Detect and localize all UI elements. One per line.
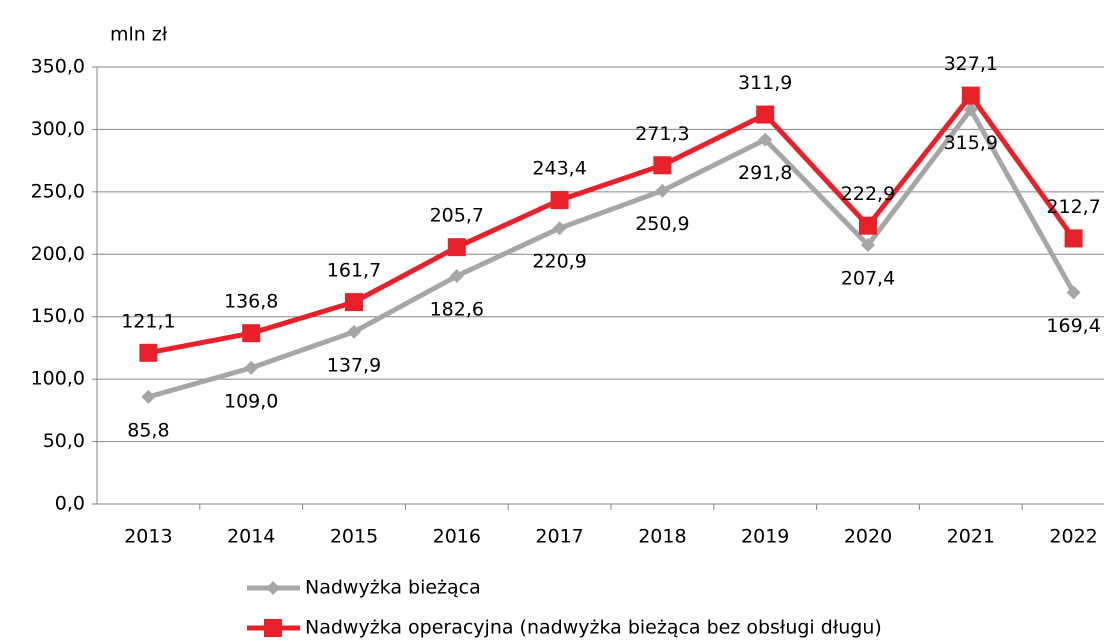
data-label: 205,7 <box>430 205 484 227</box>
data-label: 220,9 <box>532 251 586 273</box>
marker <box>961 86 980 105</box>
marker <box>345 293 363 312</box>
series-line <box>147 93 1076 356</box>
marker <box>1066 285 1081 300</box>
marker <box>244 360 259 375</box>
marker <box>756 105 775 124</box>
marker <box>963 102 978 117</box>
x-tick-label: 2020 <box>844 526 892 548</box>
data-label: 243,4 <box>532 158 586 180</box>
x-tick-label: 2014 <box>227 526 275 548</box>
x-tick-label: 2015 <box>330 526 378 548</box>
marker <box>139 343 158 362</box>
x-tick-label: 2019 <box>741 526 789 548</box>
legend-marker <box>266 581 280 595</box>
x-tick-label: 2018 <box>638 526 686 548</box>
y-tick-label: 150,0 <box>31 305 85 327</box>
data-label: 212,7 <box>1046 196 1100 218</box>
x-tick-label: 2016 <box>433 526 481 548</box>
y-tick-label: 300,0 <box>31 118 85 140</box>
x-tick-label: 2013 <box>124 526 172 548</box>
x-tick-label: 2021 <box>947 526 995 548</box>
marker <box>1064 229 1083 248</box>
legend-label: Nadwyżka operacyjna (nadwyżka bieżąca be… <box>305 617 882 639</box>
data-label: 207,4 <box>841 268 895 290</box>
legend-label: Nadwyżka bieżąca <box>305 577 481 599</box>
data-label: 311,9 <box>738 72 792 94</box>
marker <box>552 221 567 236</box>
data-label: 182,6 <box>430 299 484 321</box>
data-label: 222,9 <box>841 183 895 205</box>
marker <box>242 324 261 343</box>
data-label: 109,0 <box>224 390 278 412</box>
marker <box>141 389 156 404</box>
y-axis-label: mln zł <box>110 24 168 46</box>
marker <box>653 156 672 175</box>
x-tick-label: 2022 <box>1049 526 1097 548</box>
marker <box>758 132 773 147</box>
data-label: 161,7 <box>327 260 381 282</box>
series-line <box>147 107 1076 400</box>
marker <box>449 269 464 284</box>
x-tick-label: 2017 <box>535 526 583 548</box>
data-label: 169,4 <box>1046 315 1100 337</box>
data-label: 271,3 <box>635 123 689 145</box>
marker <box>861 238 875 253</box>
y-tick-label: 350,0 <box>31 56 85 78</box>
marker <box>859 216 877 235</box>
legend-marker <box>264 619 282 637</box>
marker <box>447 238 466 257</box>
data-label: 315,9 <box>944 132 998 154</box>
y-tick-label: 50,0 <box>43 430 85 452</box>
marker <box>550 191 569 210</box>
y-tick-label: 0,0 <box>55 493 85 515</box>
marker <box>347 324 361 339</box>
data-label: 121,1 <box>121 310 175 332</box>
marker <box>655 183 670 198</box>
data-label: 136,8 <box>224 291 278 313</box>
data-label: 137,9 <box>327 354 381 376</box>
data-label: 85,8 <box>127 419 169 441</box>
y-tick-label: 250,0 <box>31 180 85 202</box>
y-tick-label: 200,0 <box>31 243 85 265</box>
data-label: 250,9 <box>635 213 689 235</box>
data-label: 327,1 <box>944 53 998 75</box>
y-tick-label: 100,0 <box>31 368 85 390</box>
data-label: 291,8 <box>738 162 792 184</box>
